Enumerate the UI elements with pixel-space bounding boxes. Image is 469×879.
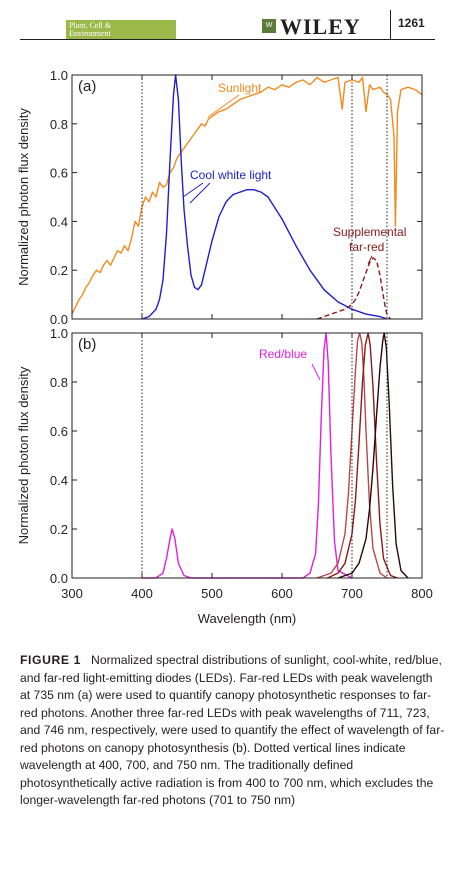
y-tick-label-b-4: 0.8 [50,375,68,390]
panel-a: 0.0 0.2 0.4 0.6 0.8 1.0 (a) Normalized photon… [16,68,423,327]
journal-badge: Plant, Cell & Environment [66,20,176,40]
spectral-figure: 0.0 0.2 0.4 0.6 0.8 1.0 (a) Normalized photon… [16,68,433,626]
series-line-a-1 [141,74,388,320]
caption-label: FIGURE 1 [20,653,82,667]
annotation-pointer-b-0 [311,363,321,381]
annotation-far-red: far-red [349,240,384,254]
annotation-pointer-a-0 [207,94,240,118]
publisher-logo-icon: W [262,19,276,33]
y-tick-label-b-0: 0.0 [50,571,68,586]
figure-caption: FIGURE 1 Normalized spectral distribution… [20,652,446,810]
y-tick-label-a-2: 0.4 [50,214,68,229]
y-tick-label-b-5: 1.0 [50,326,68,341]
panel-a-frame [71,74,423,320]
y-tick-label-a-3: 0.6 [50,166,68,181]
y-tick-label-a-1: 0.2 [50,263,68,278]
header-divider [390,10,391,40]
y-tick-label-a-0: 0.0 [50,312,68,327]
page-header: Plant, Cell & Environment W WILEY 1261 [0,0,469,40]
x-tick-label-0: 300 [61,586,83,601]
panel-b-frame [71,332,423,579]
journal-name-line2: Environment [69,29,111,38]
annotation-pointer-a-1 [189,182,211,204]
publisher-name: WILEY [280,14,361,39]
journal-name-line1: Plant, Cell & [69,21,111,30]
y-tick-label-b-1: 0.2 [50,522,68,537]
series-line-a-0 [71,76,423,315]
caption-text: Normalized spectral distributions of sun… [20,653,445,807]
panel-b: 0.0 0.2 0.4 0.6 0.8 1.0 (b) Normalized photon… [16,326,423,586]
series-line-b-1 [316,332,388,579]
page-number: 1261 [398,16,425,30]
series-line-a-2 [316,257,392,320]
x-tick-label-3: 600 [271,586,293,601]
y-tick-label-a-4: 0.8 [50,117,68,132]
y-tick-label-b-3: 0.6 [50,424,68,439]
x-tick-label-5: 800 [411,586,433,601]
annotation-red-blue: Red/blue [259,347,307,361]
series-line-b-3 [337,332,409,579]
x-tick-label-2: 500 [201,586,223,601]
y-tick-label-a-5: 1.0 [50,68,68,83]
annotation-pointer-a-3 [367,255,373,265]
annotation-supplemental: Supplemental [333,225,406,239]
x-tick-label-1: 400 [131,586,153,601]
header-rule [20,39,435,40]
series-line-b-2 [327,332,398,579]
annotation-cool-white-light: Cool white light [190,168,272,182]
annotation-sunlight: Sunlight [218,81,262,95]
panel-a-y-axis-label: Normalized photon flux density [16,108,31,286]
y-tick-label-b-2: 0.4 [50,473,68,488]
x-axis-label: Wavelength (nm) [198,611,297,626]
x-tick-label-4: 700 [341,586,363,601]
panel-a-label: (a) [78,78,96,95]
annotation-pointer-a-2 [182,182,204,198]
panel-b-y-axis-label: Normalized photon flux density [16,366,31,544]
series-line-b-0 [142,332,353,579]
panel-b-label: (b) [78,336,96,353]
